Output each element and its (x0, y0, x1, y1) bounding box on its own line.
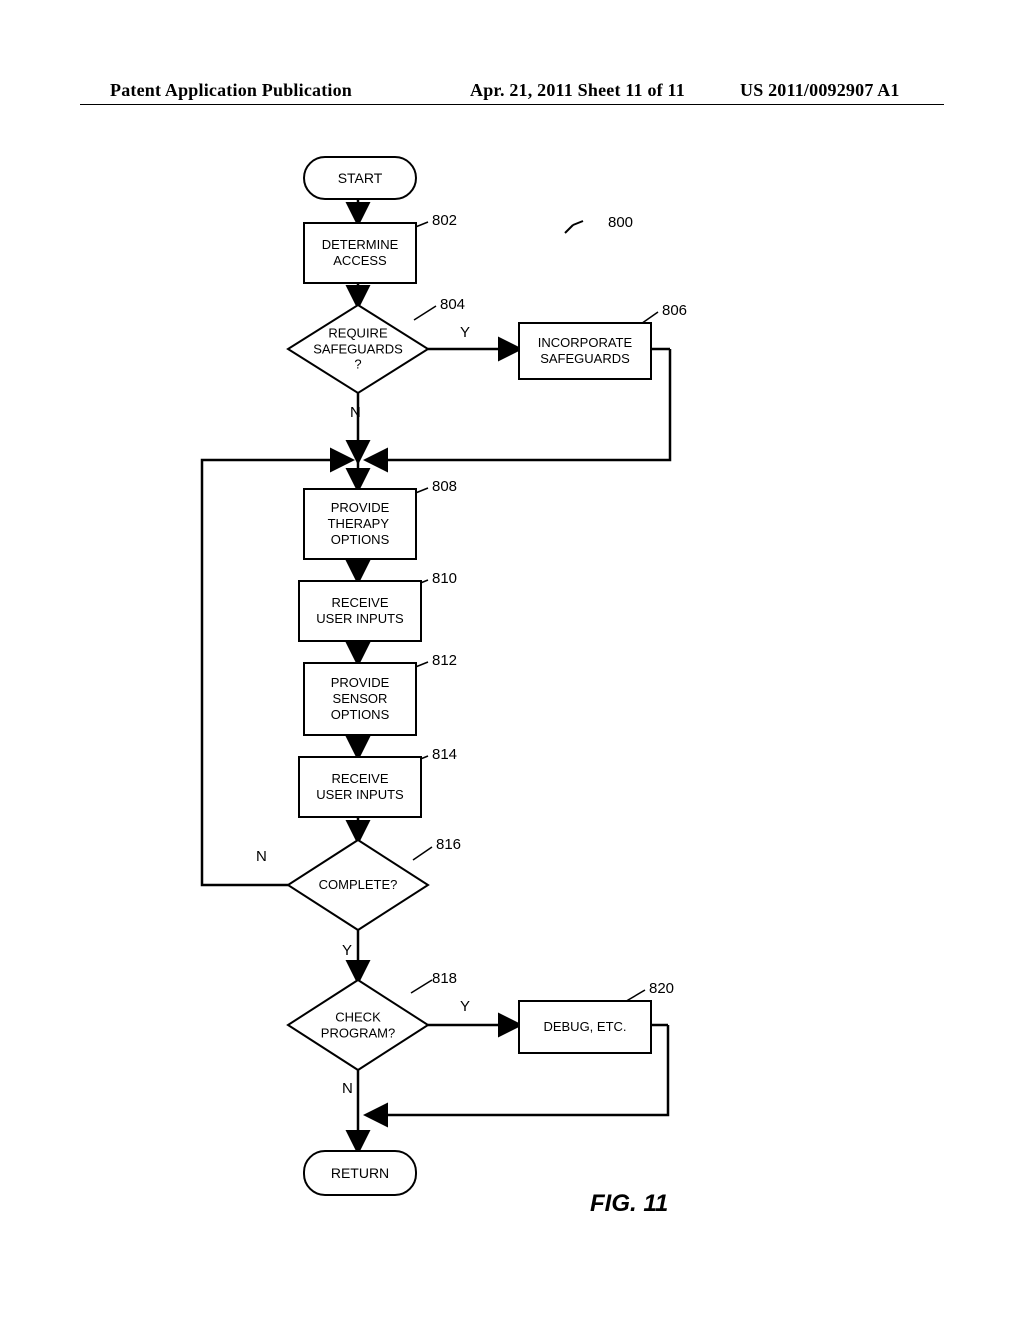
ref-818: 818 (432, 970, 457, 987)
decision-818-label: CHECK PROGRAM? (321, 1009, 395, 1040)
ref-814: 814 (432, 746, 457, 763)
header-divider (80, 104, 944, 105)
figure-title: FIG. 11 (590, 1190, 668, 1218)
process-806: INCORPORATE SAFEGUARDS (518, 322, 652, 380)
dec-804-yes: Y (460, 324, 470, 341)
process-808-label: PROVIDE THERAPY OPTIONS (328, 500, 393, 549)
process-812-label: PROVIDE SENSOR OPTIONS (331, 675, 390, 724)
header-right: US 2011/0092907 A1 (740, 80, 900, 101)
ref-800: 800 (608, 214, 633, 231)
dec-818-yes: Y (460, 998, 470, 1015)
ref-816: 816 (436, 836, 461, 853)
page: Patent Application Publication Apr. 21, … (0, 0, 1024, 1320)
process-810-label: RECEIVE USER INPUTS (316, 595, 403, 628)
decision-818: CHECK PROGRAM? (288, 980, 428, 1070)
process-810: RECEIVE USER INPUTS (298, 580, 422, 642)
process-814: RECEIVE USER INPUTS (298, 756, 422, 818)
ref-806: 806 (662, 302, 687, 319)
process-806-label: INCORPORATE SAFEGUARDS (538, 335, 632, 368)
header-left: Patent Application Publication (110, 80, 352, 101)
header-mid: Apr. 21, 2011 Sheet 11 of 11 (470, 80, 685, 101)
ref-810: 810 (432, 570, 457, 587)
process-820-label: DEBUG, ETC. (543, 1019, 626, 1035)
terminator-return-label: RETURN (331, 1165, 389, 1181)
ref-820: 820 (649, 980, 674, 997)
terminator-start-label: START (338, 170, 383, 186)
process-814-label: RECEIVE USER INPUTS (316, 771, 403, 804)
dec-804-no: N (350, 404, 361, 421)
decision-804-label: REQUIRE SAFEGUARDS ? (313, 326, 403, 373)
process-802-label: DETERMINE ACCESS (322, 237, 399, 270)
dec-816-yes: Y (342, 942, 352, 959)
dec-818-no: N (342, 1080, 353, 1097)
flow-arrows (0, 0, 1024, 1320)
decision-816-label: COMPLETE? (319, 877, 398, 893)
terminator-return: RETURN (303, 1150, 417, 1196)
decision-804: REQUIRE SAFEGUARDS ? (288, 305, 428, 393)
ref-812: 812 (432, 652, 457, 669)
ref-808: 808 (432, 478, 457, 495)
terminator-start: START (303, 156, 417, 200)
decision-816: COMPLETE? (288, 840, 428, 930)
process-812: PROVIDE SENSOR OPTIONS (303, 662, 417, 736)
dec-816-no: N (256, 848, 267, 865)
process-802: DETERMINE ACCESS (303, 222, 417, 284)
ref-804: 804 (440, 296, 465, 313)
ref-802: 802 (432, 212, 457, 229)
process-820: DEBUG, ETC. (518, 1000, 652, 1054)
process-808: PROVIDE THERAPY OPTIONS (303, 488, 417, 560)
